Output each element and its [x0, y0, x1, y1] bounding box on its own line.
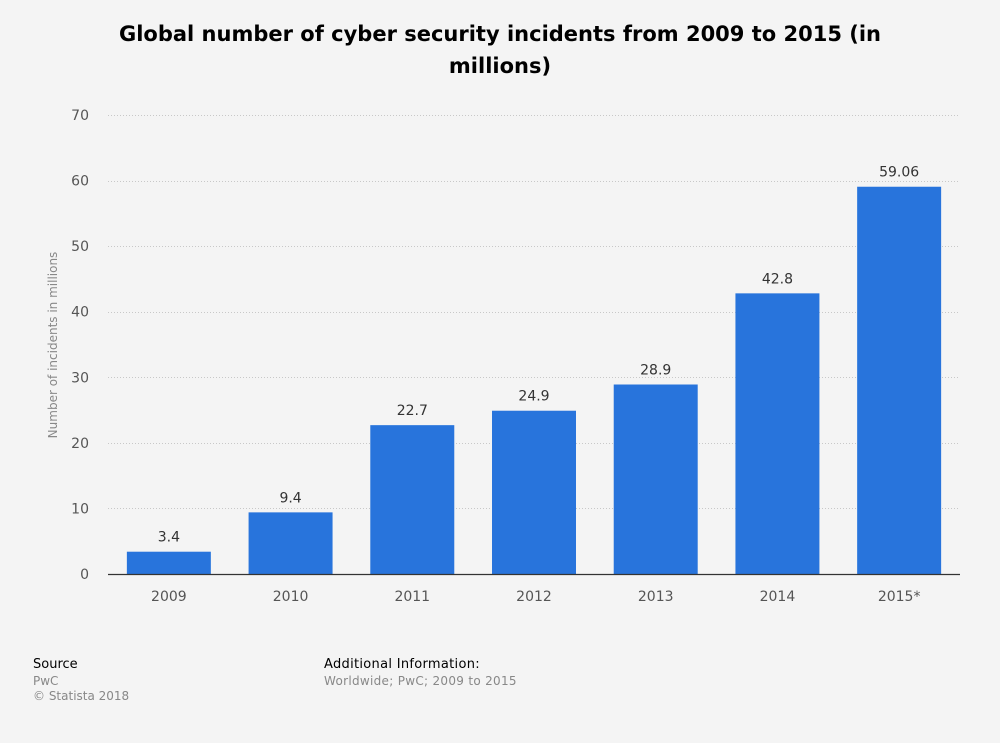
y-axis-label: Number of incidents in millions — [46, 252, 60, 439]
bar-2011[interactable] — [370, 425, 455, 574]
source-value: PwC — [33, 674, 59, 688]
x-tick-label: 2010 — [273, 589, 309, 605]
x-tick-label: 2013 — [638, 589, 674, 605]
y-tick-label: 40 — [71, 305, 89, 321]
additional-info-value: Worldwide; PwC; 2009 to 2015 — [324, 674, 517, 688]
bar-2015[interactable] — [857, 186, 942, 574]
data-label: 28.9 — [640, 362, 671, 378]
y-tick-label: 50 — [71, 239, 89, 255]
y-tick-labels: 0 10 20 30 40 50 60 70 — [71, 108, 89, 583]
x-tick-label: 2015* — [878, 589, 921, 605]
copyright: © Statista 2018 — [33, 689, 130, 703]
y-tick-label: 30 — [71, 370, 89, 386]
x-tick-labels: 2009 2010 2011 2012 2013 2014 2015* — [151, 589, 920, 605]
y-tick-label: 70 — [71, 108, 89, 124]
x-tick-label: 2009 — [151, 589, 187, 605]
y-tick-label: 10 — [71, 501, 89, 517]
chart-title: Global number of cyber security incident… — [118, 22, 881, 78]
data-label: 42.8 — [762, 271, 793, 287]
additional-info-label: Additional Information: — [324, 657, 480, 672]
bar-2009[interactable] — [126, 551, 211, 574]
bar-2013[interactable] — [613, 384, 698, 574]
source-label: Source — [33, 657, 78, 672]
data-label: 59.06 — [879, 165, 919, 181]
bar-2014[interactable] — [735, 293, 820, 574]
bar-2010[interactable] — [248, 512, 333, 574]
data-label: 9.4 — [279, 490, 301, 506]
data-label: 24.9 — [518, 389, 549, 405]
bars — [126, 186, 942, 574]
y-tick-label: 60 — [71, 174, 89, 190]
value-labels: 3.4 9.4 22.7 24.9 28.9 42.8 59.06 — [158, 165, 920, 546]
data-label: 22.7 — [397, 403, 428, 419]
y-tick-label: 20 — [71, 436, 89, 452]
y-tick-label: 0 — [80, 567, 89, 583]
x-tick-label: 2012 — [516, 589, 552, 605]
x-tick-label: 2011 — [394, 589, 430, 605]
x-tick-label: 2014 — [760, 589, 796, 605]
bar-2012[interactable] — [492, 410, 576, 574]
data-label: 3.4 — [158, 530, 180, 546]
